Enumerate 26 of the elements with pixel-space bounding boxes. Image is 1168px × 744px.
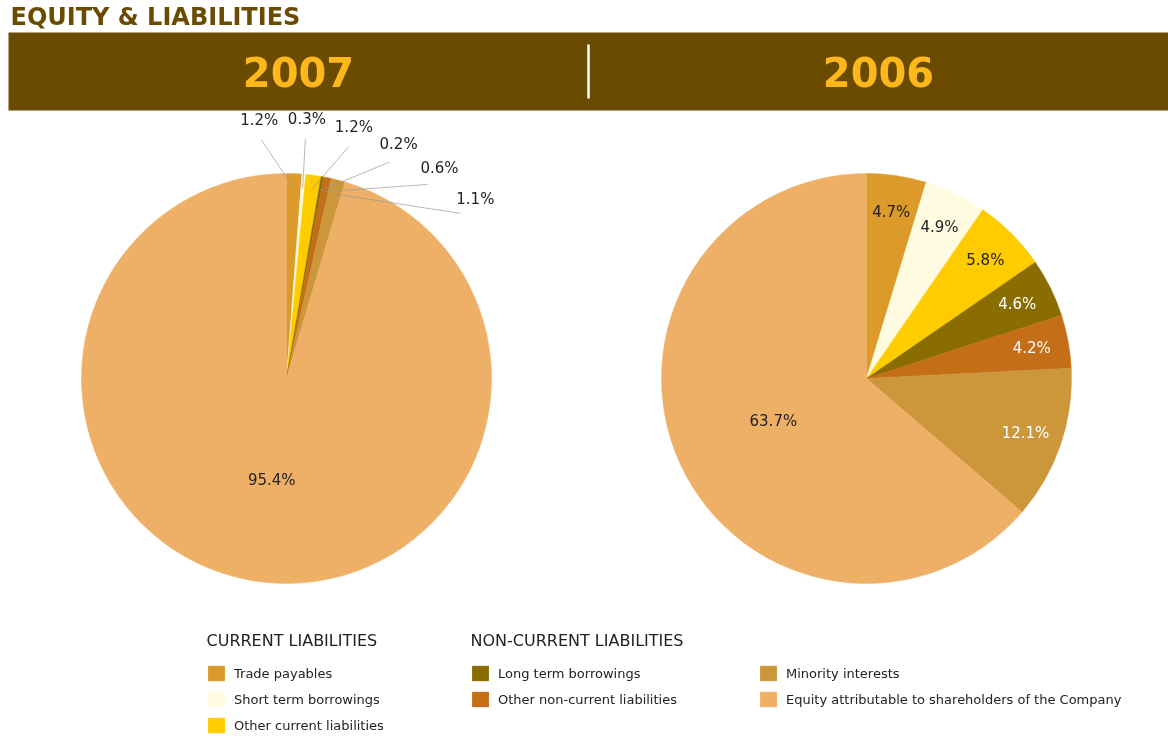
legend-label: Trade payables xyxy=(234,664,333,682)
legend-label: Short term borrowings xyxy=(234,690,380,708)
chart-title: EQUITY & LIABILITIES xyxy=(10,2,301,31)
data-label: 63.7% xyxy=(749,412,798,431)
data-label: 4.6% xyxy=(998,295,1037,314)
data-label: 4.9% xyxy=(920,218,959,237)
data-label: 5.8% xyxy=(966,250,1005,269)
data-label: 95.4% xyxy=(247,470,296,489)
data-label: 12.1% xyxy=(1001,423,1050,442)
data-label: 4.7% xyxy=(872,203,911,222)
slice-label: 2007 xyxy=(242,49,355,96)
legend-label: Long term borrowings xyxy=(498,664,641,682)
data-label: 0.2% xyxy=(379,134,418,153)
legend-label: Other non-current liabilities xyxy=(498,690,677,708)
data-label: 0.6% xyxy=(420,158,459,177)
data-label: 1.1% xyxy=(456,190,495,209)
data-label: 1.2% xyxy=(240,110,279,129)
legend-label: Other current liabilities xyxy=(234,716,384,734)
legend-label: Equity attributable to shareholders of the Company xyxy=(786,690,1122,708)
data-label: 1.2% xyxy=(334,118,373,137)
data-label: 0.3% xyxy=(287,109,326,128)
text: NON-CURRENT LIABILITIES xyxy=(470,631,684,650)
slice-label: 2006 xyxy=(822,49,935,96)
data-label: 4.2% xyxy=(1012,339,1051,358)
text: CURRENT LIABILITIES xyxy=(206,631,378,650)
legend-label: Minority interests xyxy=(786,664,900,682)
